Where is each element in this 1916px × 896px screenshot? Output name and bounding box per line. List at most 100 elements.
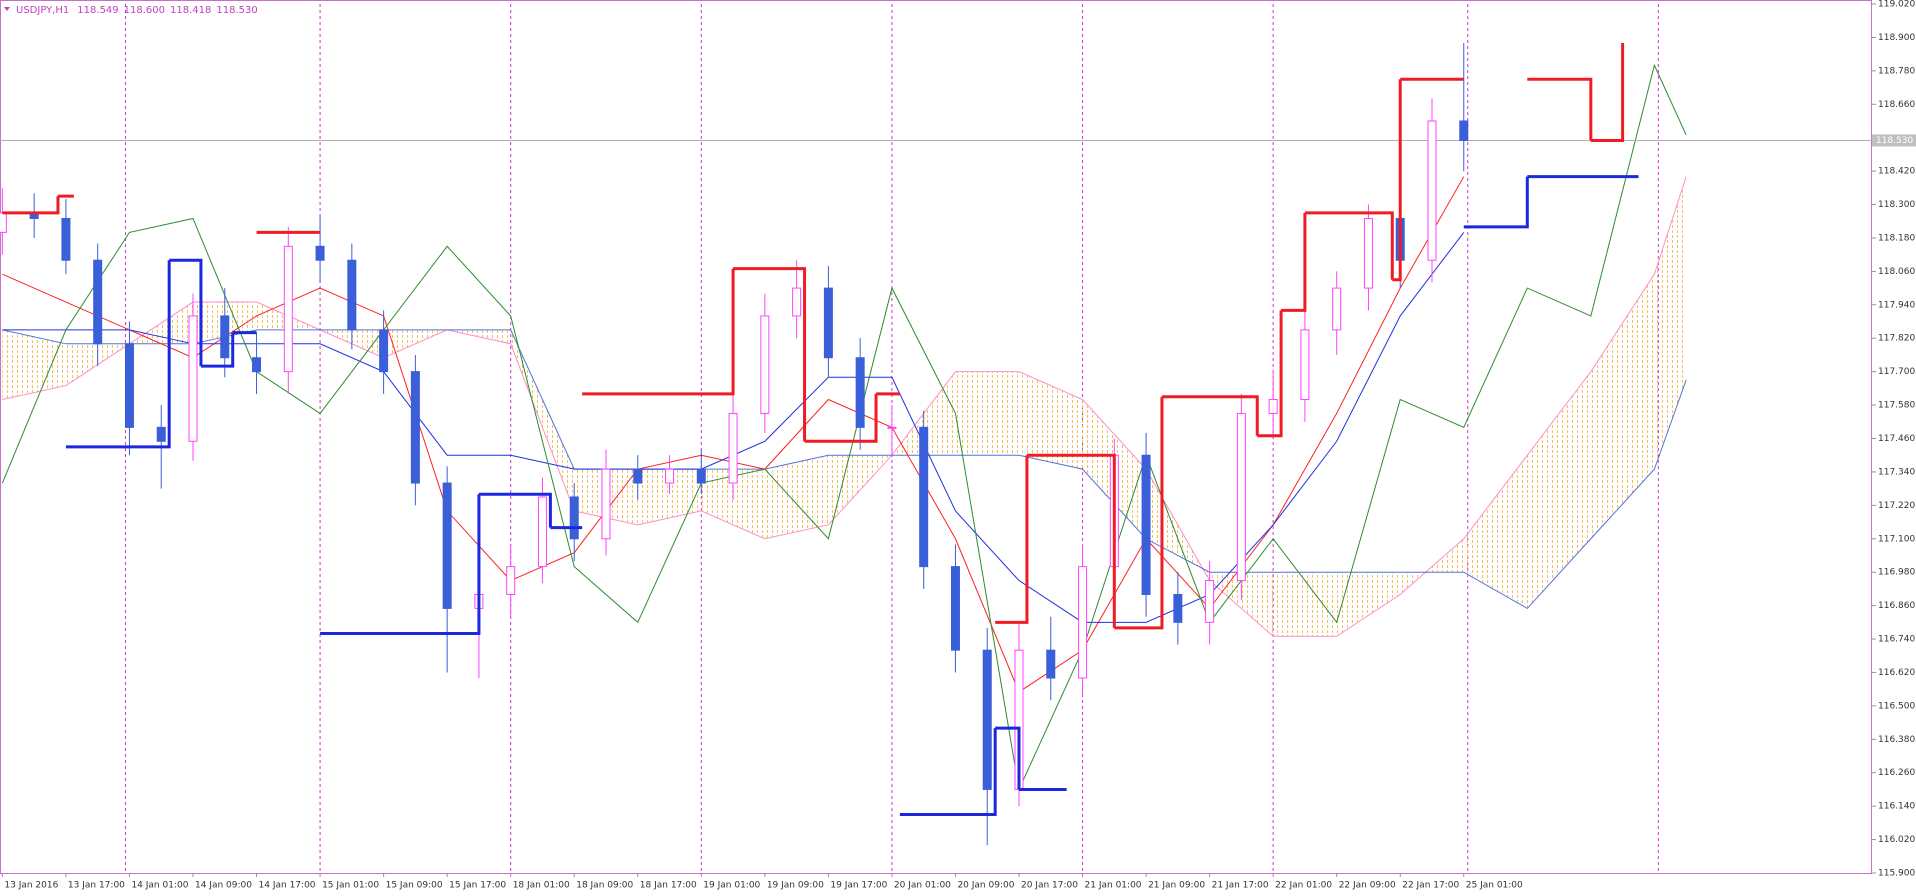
candle-body <box>283 245 293 373</box>
candle-body <box>633 468 643 484</box>
candle-body <box>1141 454 1151 595</box>
candle-body <box>410 371 420 484</box>
last-price-label: 118.530 <box>1876 136 1913 146</box>
candle-body <box>1173 593 1183 623</box>
candle-body <box>1363 217 1373 289</box>
y-tick-label: 117.820 <box>1878 334 1915 344</box>
x-tick-label: 20 Jan 09:00 <box>957 881 1014 891</box>
chart-title: USDJPY,H1 <box>16 5 69 16</box>
step-segment <box>899 728 997 817</box>
candle-body <box>855 357 865 428</box>
x-tick-label: 25 Jan 01:00 <box>1466 881 1523 891</box>
step-segment <box>1257 310 1283 438</box>
x-tick-label: 22 Jan 01:00 <box>1275 881 1332 891</box>
y-tick-label: 117.700 <box>1878 367 1915 377</box>
y-tick-label: 119.020 <box>1878 0 1915 10</box>
y-tick-label: 116.380 <box>1878 735 1915 745</box>
candle-body <box>220 315 230 359</box>
y-tick-label: 117.340 <box>1878 467 1915 477</box>
menu-triangle <box>4 7 10 11</box>
y-tick-label: 117.460 <box>1878 434 1915 444</box>
y-tick-label: 118.900 <box>1878 33 1915 43</box>
step-segment <box>1463 176 1529 229</box>
candle-body <box>347 259 357 331</box>
step-segment <box>1161 395 1259 436</box>
header-quote: 118.549 <box>77 5 118 16</box>
step-segment <box>1304 211 1394 280</box>
candle-body <box>823 287 833 359</box>
candle-body <box>156 426 166 442</box>
header-quote: 118.530 <box>216 5 257 16</box>
x-tick-label: 15 Jan 01:00 <box>322 881 379 891</box>
candle-body <box>792 287 802 317</box>
x-tick-label: 18 Jan 17:00 <box>640 881 697 891</box>
step-segment <box>320 494 481 635</box>
candle-body <box>1236 412 1246 582</box>
candle-body <box>1205 580 1215 623</box>
candle-body <box>665 468 675 484</box>
x-tick-label: 19 Jan 17:00 <box>830 881 887 891</box>
y-tick-label: 118.420 <box>1878 167 1915 177</box>
step-segment <box>1026 453 1116 628</box>
candle-body <box>0 212 7 233</box>
y-tick-label: 117.220 <box>1878 501 1915 511</box>
step-segment <box>582 268 735 396</box>
y-tick-label: 118.780 <box>1878 66 1915 76</box>
step-segment <box>169 258 203 367</box>
step-segment <box>1590 42 1625 142</box>
y-tick-label: 115.900 <box>1878 869 1915 879</box>
step-segment <box>1392 79 1402 282</box>
step-segment <box>2 196 60 215</box>
candle-body <box>252 357 262 373</box>
candle-body <box>569 496 579 540</box>
y-tick-label: 116.020 <box>1878 835 1915 845</box>
candle-body <box>887 426 897 429</box>
step-segment <box>1281 212 1307 312</box>
candle-body <box>1332 287 1342 331</box>
y-tick-label: 118.300 <box>1878 200 1915 210</box>
candle-body <box>1268 399 1278 414</box>
candle-body <box>950 566 960 651</box>
candle-body <box>919 426 929 568</box>
header-quote: 118.600 <box>124 5 165 16</box>
x-tick-label: 15 Jan 17:00 <box>449 881 506 891</box>
candle-body <box>379 329 389 373</box>
y-tick-label: 118.060 <box>1878 267 1915 277</box>
y-tick-label: 116.260 <box>1878 768 1915 778</box>
step-segment <box>65 260 171 449</box>
candle-body <box>696 468 706 484</box>
step-segment <box>995 726 1021 790</box>
x-tick-label: 22 Jan 17:00 <box>1402 881 1459 891</box>
y-tick-label: 116.140 <box>1878 802 1915 812</box>
cloud-fill <box>2 176 1687 637</box>
candle-body <box>1046 649 1056 679</box>
x-tick-label: 19 Jan 09:00 <box>767 881 824 891</box>
candle-body <box>1078 566 1088 679</box>
x-tick-label: 20 Jan 17:00 <box>1021 881 1078 891</box>
x-tick-label: 15 Jan 09:00 <box>386 881 443 891</box>
x-tick-label: 14 Jan 09:00 <box>195 881 252 891</box>
candle-body <box>982 649 992 790</box>
candle-body <box>442 482 452 609</box>
candle-body <box>93 259 103 345</box>
candle-body <box>537 496 547 568</box>
x-tick-label: 14 Jan 17:00 <box>259 881 316 891</box>
x-tick-label: 18 Jan 01:00 <box>513 881 570 891</box>
candle-body <box>601 468 611 540</box>
candle-body <box>1459 120 1469 141</box>
y-tick-label: 116.500 <box>1878 701 1915 711</box>
candle-body <box>61 217 71 261</box>
y-tick-label: 117.580 <box>1878 401 1915 411</box>
last-price-box <box>1872 134 1916 147</box>
x-tick-label: 20 Jan 01:00 <box>894 881 951 891</box>
y-tick-label: 116.620 <box>1878 668 1915 678</box>
step-segment <box>1114 396 1164 630</box>
x-tick-label: 13 Jan 2016 <box>4 881 58 891</box>
y-tick-label: 116.980 <box>1878 568 1915 578</box>
y-tick-label: 118.180 <box>1878 233 1915 243</box>
y-tick-label: 116.740 <box>1878 635 1915 645</box>
candle-body <box>760 315 770 414</box>
y-tick-label: 117.940 <box>1878 300 1915 310</box>
candle-body <box>1427 120 1437 261</box>
